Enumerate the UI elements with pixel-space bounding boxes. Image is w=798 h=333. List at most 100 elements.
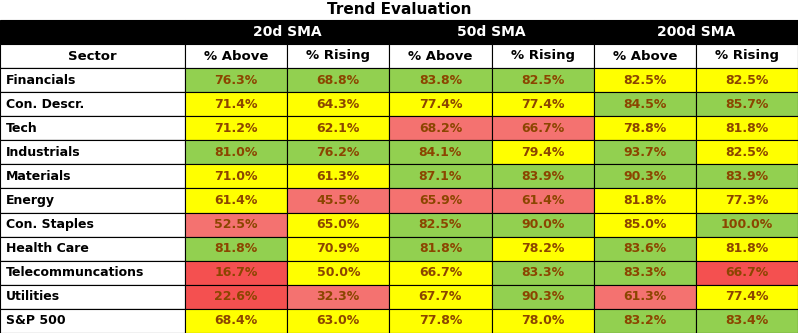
Text: 45.5%: 45.5% bbox=[317, 194, 360, 207]
Bar bbox=[389, 116, 492, 140]
Bar bbox=[492, 44, 594, 68]
Bar bbox=[389, 285, 492, 309]
Text: 71.0%: 71.0% bbox=[215, 170, 258, 183]
Bar bbox=[287, 309, 389, 333]
Bar bbox=[389, 165, 492, 188]
Bar bbox=[0, 20, 185, 44]
Bar bbox=[389, 261, 492, 285]
Bar bbox=[185, 212, 287, 237]
Text: Sector: Sector bbox=[68, 50, 117, 63]
Text: 71.2%: 71.2% bbox=[215, 122, 258, 135]
Bar bbox=[389, 140, 492, 165]
Bar bbox=[0, 237, 185, 261]
Bar bbox=[492, 68, 594, 92]
Bar bbox=[0, 140, 185, 165]
Text: 90.3%: 90.3% bbox=[623, 170, 666, 183]
Text: 76.3%: 76.3% bbox=[215, 74, 258, 87]
Bar bbox=[0, 116, 185, 140]
Text: 70.9%: 70.9% bbox=[317, 242, 360, 255]
Text: 83.6%: 83.6% bbox=[623, 242, 666, 255]
Bar bbox=[594, 261, 696, 285]
Text: 200d SMA: 200d SMA bbox=[657, 25, 735, 39]
Text: 66.7%: 66.7% bbox=[725, 266, 768, 279]
Bar bbox=[492, 188, 594, 212]
Bar bbox=[696, 188, 798, 212]
Text: Con. Descr.: Con. Descr. bbox=[6, 98, 85, 111]
Bar bbox=[185, 116, 287, 140]
Bar bbox=[185, 140, 287, 165]
Text: Tech: Tech bbox=[6, 122, 38, 135]
Text: % Above: % Above bbox=[409, 50, 472, 63]
Bar bbox=[696, 116, 798, 140]
Bar bbox=[0, 309, 185, 333]
Bar bbox=[287, 188, 389, 212]
Text: 84.1%: 84.1% bbox=[419, 146, 462, 159]
Text: 81.0%: 81.0% bbox=[215, 146, 258, 159]
Bar bbox=[594, 188, 696, 212]
Text: 79.4%: 79.4% bbox=[521, 146, 564, 159]
Bar bbox=[696, 285, 798, 309]
Text: 81.8%: 81.8% bbox=[623, 194, 666, 207]
Text: 50.0%: 50.0% bbox=[317, 266, 360, 279]
Bar bbox=[0, 285, 185, 309]
Bar bbox=[594, 140, 696, 165]
Text: 68.2%: 68.2% bbox=[419, 122, 462, 135]
Bar bbox=[492, 285, 594, 309]
Bar bbox=[185, 92, 287, 116]
Bar bbox=[696, 212, 798, 237]
Bar bbox=[0, 188, 185, 212]
Text: % Rising: % Rising bbox=[715, 50, 779, 63]
Text: 64.3%: 64.3% bbox=[317, 98, 360, 111]
Text: Materials: Materials bbox=[6, 170, 72, 183]
Text: 83.3%: 83.3% bbox=[623, 266, 666, 279]
Text: 66.7%: 66.7% bbox=[521, 122, 564, 135]
Text: 83.8%: 83.8% bbox=[419, 74, 462, 87]
Bar bbox=[492, 165, 594, 188]
Text: Trend Evaluation: Trend Evaluation bbox=[326, 3, 472, 18]
Text: 77.4%: 77.4% bbox=[521, 98, 564, 111]
Bar bbox=[185, 68, 287, 92]
Text: 77.8%: 77.8% bbox=[419, 314, 462, 327]
Text: Energy: Energy bbox=[6, 194, 55, 207]
Text: 87.1%: 87.1% bbox=[419, 170, 462, 183]
Text: 50d SMA: 50d SMA bbox=[457, 25, 526, 39]
Bar bbox=[185, 261, 287, 285]
Bar bbox=[696, 44, 798, 68]
Text: 61.3%: 61.3% bbox=[317, 170, 360, 183]
Bar bbox=[0, 140, 185, 165]
Bar bbox=[287, 165, 389, 188]
Text: 32.3%: 32.3% bbox=[317, 290, 360, 303]
Text: 81.8%: 81.8% bbox=[725, 122, 768, 135]
Text: Utilities: Utilities bbox=[6, 290, 60, 303]
Bar bbox=[185, 44, 287, 68]
Bar bbox=[287, 44, 389, 68]
Text: 71.4%: 71.4% bbox=[215, 98, 258, 111]
Text: 22.6%: 22.6% bbox=[215, 290, 258, 303]
Bar bbox=[696, 237, 798, 261]
Bar bbox=[185, 285, 287, 309]
Text: Con. Staples: Con. Staples bbox=[6, 218, 94, 231]
Bar bbox=[0, 188, 185, 212]
Bar bbox=[696, 261, 798, 285]
Bar bbox=[185, 237, 287, 261]
Text: 61.3%: 61.3% bbox=[623, 290, 666, 303]
Text: 83.2%: 83.2% bbox=[623, 314, 666, 327]
Bar bbox=[0, 44, 185, 68]
Text: 65.9%: 65.9% bbox=[419, 194, 462, 207]
Bar bbox=[696, 165, 798, 188]
Text: 76.2%: 76.2% bbox=[317, 146, 360, 159]
Text: 61.4%: 61.4% bbox=[521, 194, 564, 207]
Text: 83.4%: 83.4% bbox=[725, 314, 768, 327]
Text: Industrials: Industrials bbox=[6, 146, 81, 159]
Text: % Above: % Above bbox=[204, 50, 268, 63]
Bar bbox=[0, 261, 185, 285]
Text: 65.0%: 65.0% bbox=[317, 218, 360, 231]
Bar bbox=[287, 237, 389, 261]
Bar bbox=[185, 165, 287, 188]
Bar bbox=[0, 237, 185, 261]
Text: Financials: Financials bbox=[6, 74, 77, 87]
Bar bbox=[492, 261, 594, 285]
Text: 20d SMA: 20d SMA bbox=[253, 25, 322, 39]
Bar bbox=[287, 285, 389, 309]
Bar bbox=[594, 20, 798, 44]
